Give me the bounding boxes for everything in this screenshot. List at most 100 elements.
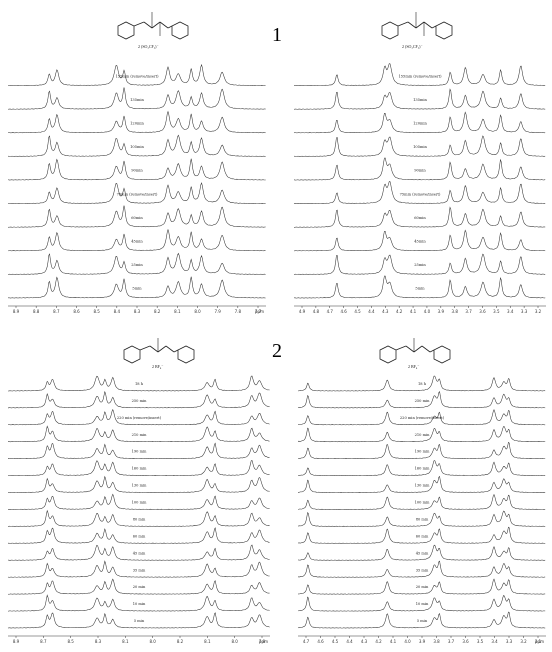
x-tick-label: 8.6 <box>73 309 80 314</box>
nmr-trace <box>297 493 546 510</box>
trace-label: 155min (remove/insert) <box>398 74 442 78</box>
trace-label: 210 min <box>415 433 431 437</box>
trace-label: 250 min <box>415 399 431 403</box>
x-tick-label: 3.3 <box>521 309 528 314</box>
trace-label: 5min <box>132 287 142 291</box>
x-tick-label: 3.9 <box>438 309 445 314</box>
x-tick-label: 3.6 <box>479 309 486 314</box>
trace-label: 60min <box>414 216 426 220</box>
trace-label: 75min (remove/insert) <box>400 192 441 196</box>
trace-label: 80 min <box>416 518 429 522</box>
nmr-trace <box>7 560 270 578</box>
x-tick-label: 3.5 <box>493 309 500 314</box>
x-tick-label: 8.8 <box>33 309 40 314</box>
trace-label: 10 min <box>133 602 146 606</box>
nmr-trace <box>7 390 270 409</box>
x-tick-label: 3.4 <box>491 639 498 644</box>
x-tick-label: 4.7 <box>303 639 310 644</box>
trace-label: 100 min <box>132 501 148 505</box>
nmr-trace <box>7 63 266 86</box>
trace-label: 60 min <box>416 534 429 538</box>
trace-label: 135min <box>413 98 427 102</box>
x-tick-label: 3.2 <box>535 309 542 314</box>
trace-label: 5 min <box>134 619 145 623</box>
trace-label: 160 min <box>132 467 148 471</box>
nmr-trace <box>297 560 546 578</box>
molecule-structure-2b: 2 BF₄⁻ <box>372 334 462 374</box>
x-tick-label: 8.1 <box>174 309 181 314</box>
nmr-trace <box>297 390 546 409</box>
x-tick-label: 8.3 <box>134 309 141 314</box>
x-tick-label: 3.1 <box>535 639 542 644</box>
trace-label: 25min <box>414 263 426 267</box>
nmr-trace <box>297 611 546 629</box>
nmr-trace <box>7 594 270 612</box>
x-tick-label: 3.9 <box>419 639 426 644</box>
x-tick-label: 4.3 <box>382 309 389 314</box>
nmr-trace <box>7 276 266 299</box>
nmr-trace <box>297 595 546 612</box>
x-tick-label: 8.5 <box>93 309 100 314</box>
structure-label-1b: 2 (SO₂CF₃)⁻ <box>402 44 423 49</box>
nmr-trace <box>297 375 546 392</box>
nmr-trace <box>7 87 266 110</box>
x-tick-label: 8.5 <box>67 639 74 644</box>
nmr-trace <box>297 544 546 561</box>
trace-label: 160 min <box>415 467 431 471</box>
trace-label: 45 min <box>416 551 429 555</box>
nmr-spectra-stack-2a: 18 h 250 min 220 min (remove/insert) 210 mi… <box>7 375 270 644</box>
x-tick-label: 8.9 <box>13 309 20 314</box>
trace-label: 105min <box>413 145 427 149</box>
structure-label-2a: 2 BF₄⁻ <box>152 364 164 369</box>
trace-label: 60 min <box>133 534 146 538</box>
nmr-panel-1a: 155min (remove/insert) 135min 120min 105min… <box>2 56 270 320</box>
x-tick-label: 4.6 <box>317 639 324 644</box>
x-tick-label: 3.8 <box>433 639 440 644</box>
section-label-1: 1 <box>272 24 282 46</box>
x-tick-label: 8.2 <box>177 639 184 644</box>
trace-label: 35 min <box>416 568 429 572</box>
trace-label: 90min <box>414 169 426 173</box>
nmr-trace <box>7 205 266 228</box>
nmr-trace <box>7 252 266 275</box>
trace-label: 5 min <box>417 619 428 623</box>
x-unit-label: ppm <box>535 639 544 644</box>
nmr-trace <box>7 475 270 493</box>
section-label-2: 2 <box>272 340 282 362</box>
trace-label: 60min <box>131 216 143 220</box>
trace-label: 35 min <box>133 568 146 572</box>
x-unit-label: ppm <box>255 309 264 314</box>
nmr-trace <box>7 158 266 181</box>
trace-label: 45 min <box>133 551 146 555</box>
x-tick-label: 4.3 <box>361 639 368 644</box>
trace-label: 220 min (remove/insert) <box>117 416 162 420</box>
trace-label: 45min <box>414 240 426 244</box>
nmr-trace <box>7 460 270 476</box>
trace-label: 25min <box>131 263 143 267</box>
x-tick-label: 8.1 <box>122 639 129 644</box>
nmr-trace <box>297 441 546 460</box>
nmr-spectra-stack-2b: 18 h 250 min 220 min (remove/insert) 210 mi… <box>297 375 546 644</box>
trace-label: 135min <box>130 98 144 102</box>
trace-label: 90min <box>131 169 143 173</box>
x-tick-label: 4.5 <box>354 309 361 314</box>
nmr-panel-2b: 18 h 250 min 220 min (remove/insert) 210 mi… <box>292 368 550 650</box>
x-tick-label: 4.9 <box>299 309 306 314</box>
trace-label: 5min <box>415 287 425 291</box>
nmr-trace <box>7 375 270 392</box>
nmr-trace <box>293 63 546 86</box>
nmr-trace <box>7 134 266 157</box>
trace-label: 190 min <box>415 450 431 454</box>
x-tick-label: 4.6 <box>340 309 347 314</box>
structure-label-1a: 2 (SO₂CF₃)⁻ <box>138 44 159 49</box>
nmr-trace <box>293 135 546 157</box>
x-tick-label: 7.7 <box>255 309 262 314</box>
trace-label: 190 min <box>132 450 148 454</box>
trace-label: 18 h <box>418 382 427 386</box>
trace-label: 220 min (remove/insert) <box>400 416 445 420</box>
x-tick-label: 3.5 <box>477 639 484 644</box>
nmr-trace <box>297 460 546 476</box>
nmr-trace <box>7 509 270 527</box>
nmr-trace <box>7 408 270 426</box>
nmr-spectra-stack-1b: 155min (remove/insert) 135min 120min 105min… <box>293 63 546 314</box>
